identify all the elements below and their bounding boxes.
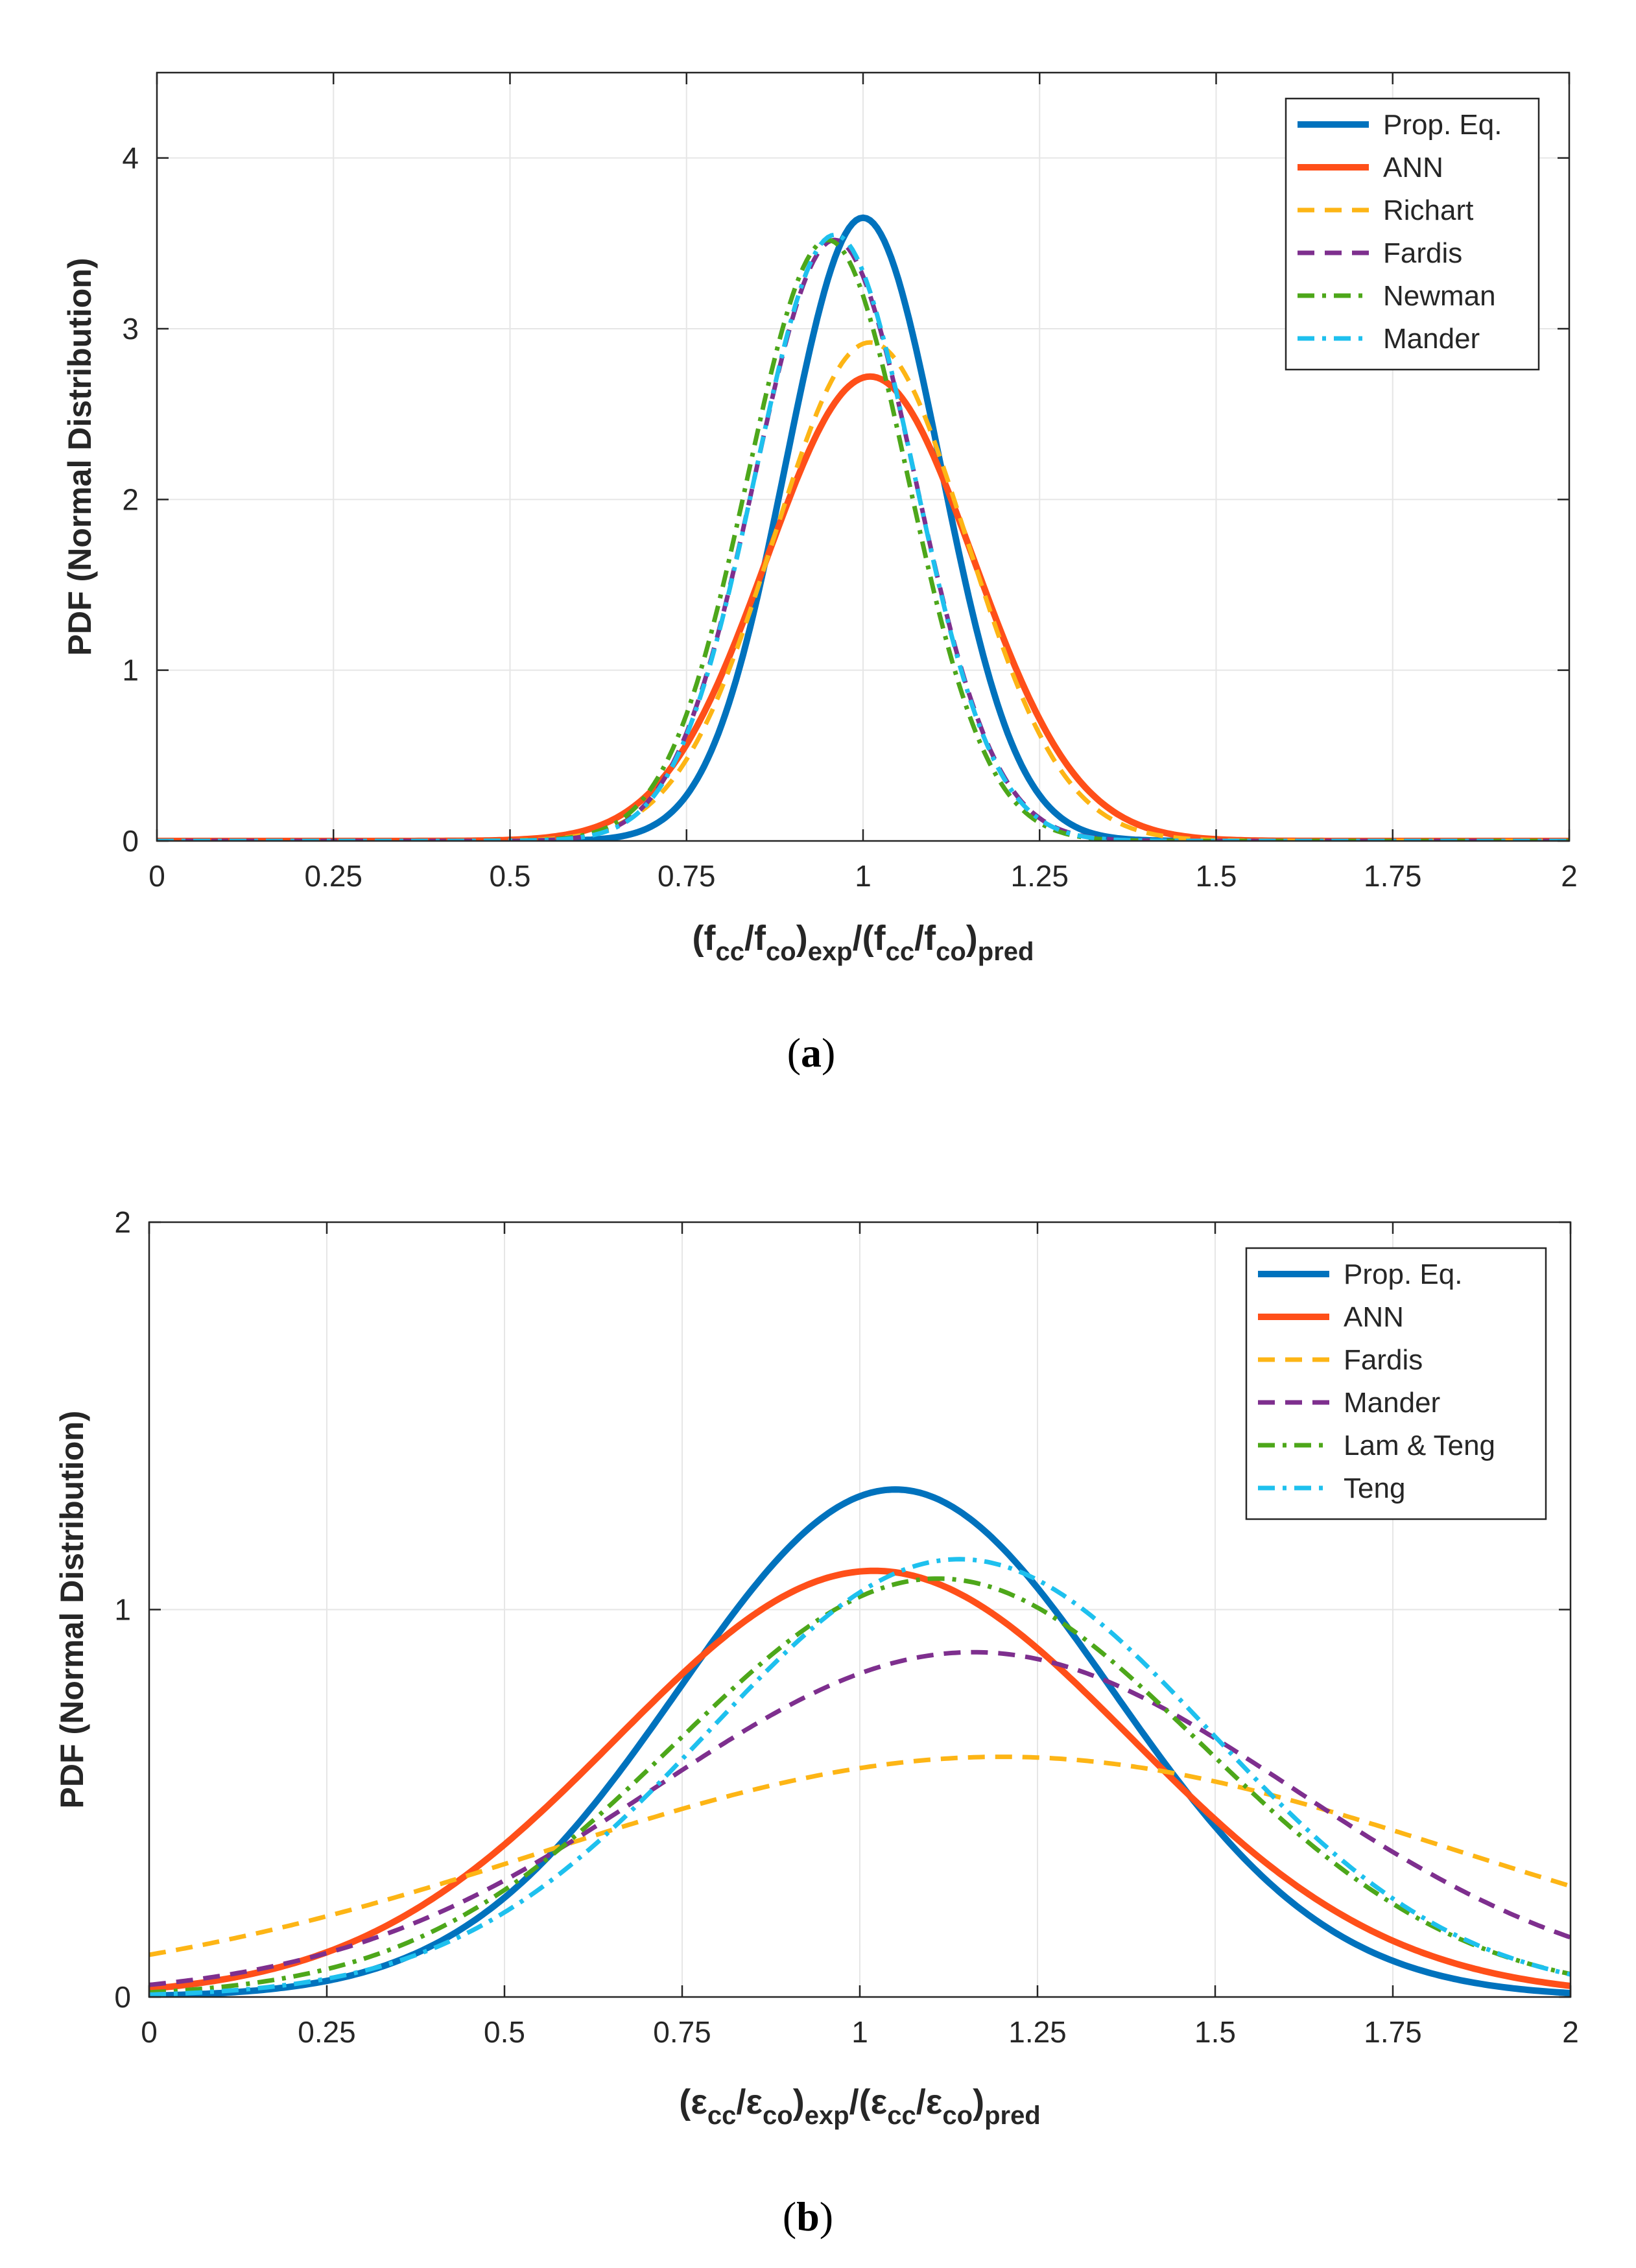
series-line-newman xyxy=(157,237,1569,841)
legend-box xyxy=(1245,1247,1547,1520)
y-axis: 0 1 2 3 4 xyxy=(122,141,1569,858)
x-axis-label-subscript: cc xyxy=(887,2101,916,2130)
x-axis-label-part: /ε xyxy=(916,2083,943,2121)
x-axis-label-part: /(f xyxy=(853,919,886,958)
x-axis-label: (εcc/εco)exp/(εcc/εco)pred xyxy=(679,2083,1041,2130)
series-group xyxy=(149,1486,1571,1997)
x-tick-label: 0.75 xyxy=(658,859,716,893)
series-line-prop-eq xyxy=(149,1486,1571,1997)
x-tick-label: 0 xyxy=(141,2015,158,2049)
y-tick-label: 2 xyxy=(122,482,139,516)
y-axis-label: PDF (Normal Distribution) xyxy=(54,1411,90,1809)
legend-label: Newman xyxy=(1383,280,1496,312)
x-tick-label: 1.5 xyxy=(1194,2015,1236,2049)
y-tick-label: 1 xyxy=(114,1593,131,1627)
series-group xyxy=(157,214,1569,841)
series-line-fardis xyxy=(157,237,1569,841)
x-tick-label: 0.5 xyxy=(490,859,531,893)
legend-label: Prop. Eq. xyxy=(1344,1258,1462,1290)
chart-b: 0 0.25 0.5 0.75 1 1.25 1.5 1.75 2 0 1 2 PDF (Normal … xyxy=(54,1205,1579,2239)
x-axis-label-subscript: exp xyxy=(808,938,853,966)
x-axis-label-subscript: cc xyxy=(707,2101,737,2130)
y-tick-label: 2 xyxy=(114,1205,131,1239)
y-tick-label: 1 xyxy=(122,654,139,687)
caption-paren-close: ) xyxy=(820,2193,833,2239)
series-line-lam-teng xyxy=(149,1576,1571,1995)
x-axis-label-part: /f xyxy=(914,919,936,958)
caption-paren-open: ( xyxy=(783,2193,796,2239)
legend-label: ANN xyxy=(1344,1301,1404,1333)
x-tick-label: 0 xyxy=(148,859,165,893)
chart-a: 0 0.25 0.5 0.75 1 1.25 1.5 1.75 2 0 1 2 3 4 PDF (Norma… xyxy=(62,71,1578,1076)
legend-label: Richart xyxy=(1383,195,1473,226)
x-axis-label-part: (f xyxy=(693,919,717,958)
x-tick-label: 1.75 xyxy=(1364,2015,1422,2049)
series-line-prop-eq xyxy=(157,214,1569,841)
legend-label: Fardis xyxy=(1344,1344,1423,1376)
series-line-richart xyxy=(157,340,1569,841)
x-axis: 0 0.25 0.5 0.75 1 1.25 1.5 1.75 2 xyxy=(148,73,1578,893)
legend-label: Mander xyxy=(1344,1387,1440,1419)
y-axis-label: PDF (Normal Distribution) xyxy=(62,258,98,656)
x-axis-label-part: /f xyxy=(744,919,766,958)
y-tick-label: 0 xyxy=(114,1980,131,2014)
x-tick-label: 1.25 xyxy=(1008,2015,1067,2049)
x-axis-label-part: ) xyxy=(973,2083,984,2121)
x-axis-label-part: (ε xyxy=(679,2083,707,2121)
caption-letter: a xyxy=(801,1030,822,1076)
x-axis-label-subscript: cc xyxy=(886,938,915,966)
legend-label: Mander xyxy=(1383,323,1480,355)
x-tick-label: 2 xyxy=(1561,859,1578,893)
x-tick-label: 0.5 xyxy=(484,2015,525,2049)
caption-paren-close: ) xyxy=(822,1030,835,1076)
y-axis: 0 1 2 xyxy=(114,1205,1571,2014)
x-axis-label-subscript: pred xyxy=(978,938,1034,966)
x-tick-label: 0.25 xyxy=(304,859,362,893)
legend: Prop. Eq. ANN Richart Fardis Newman Mander xyxy=(1285,97,1540,371)
y-tick-label: 0 xyxy=(122,824,139,858)
x-axis-label-subscript: exp xyxy=(805,2101,849,2130)
caption-letter: b xyxy=(796,2193,820,2239)
x-axis-label-subscript: co xyxy=(763,2101,793,2130)
legend-label: ANN xyxy=(1383,152,1443,183)
y-tick-label: 3 xyxy=(122,312,139,346)
x-axis-label-part: ) xyxy=(796,919,808,958)
x-axis-label-part: /ε xyxy=(736,2083,763,2121)
caption-paren-open: ( xyxy=(787,1030,801,1076)
x-tick-label: 1 xyxy=(851,2015,868,2049)
y-tick-label: 4 xyxy=(122,141,139,175)
legend: Prop. Eq. ANN Fardis Mander Lam & Teng Teng xyxy=(1245,1247,1547,1520)
x-axis-label-subscript: co xyxy=(766,938,796,966)
x-axis-label-subscript: pred xyxy=(984,2101,1041,2130)
x-tick-label: 2 xyxy=(1562,2015,1579,2049)
legend-label: Fardis xyxy=(1383,237,1462,269)
panel-caption: (a) xyxy=(787,1030,836,1076)
series-line-ann xyxy=(157,373,1569,841)
x-tick-label: 1.5 xyxy=(1196,859,1237,893)
x-axis-label-subscript: cc xyxy=(716,938,745,966)
x-tick-label: 1.25 xyxy=(1010,859,1069,893)
x-axis-label: (fcc/fco)exp/(fcc/fco)pred xyxy=(693,919,1034,966)
series-line-ann xyxy=(149,1567,1571,1992)
x-axis-label-part: ) xyxy=(966,919,978,958)
x-tick-label: 0.25 xyxy=(298,2015,356,2049)
x-tick-label: 1.75 xyxy=(1364,859,1422,893)
x-axis-label-part: /(ε xyxy=(849,2083,888,2121)
legend-label: Lam & Teng xyxy=(1344,1430,1495,1461)
x-axis-label-part: ) xyxy=(793,2083,805,2121)
x-axis-label-subscript: co xyxy=(936,938,966,966)
legend-label: Teng xyxy=(1344,1472,1405,1504)
series-line-teng xyxy=(149,1557,1571,1997)
x-tick-label: 0.75 xyxy=(653,2015,711,2049)
legend-box xyxy=(1285,97,1540,371)
x-axis: 0 0.25 0.5 0.75 1 1.25 1.5 1.75 2 xyxy=(141,1222,1579,2049)
panel-caption: (b) xyxy=(783,2193,833,2239)
x-axis-label-subscript: co xyxy=(942,2101,973,2130)
x-tick-label: 1 xyxy=(855,859,871,893)
series-line-fardis xyxy=(149,1754,1571,1957)
legend-label: Prop. Eq. xyxy=(1383,109,1502,141)
